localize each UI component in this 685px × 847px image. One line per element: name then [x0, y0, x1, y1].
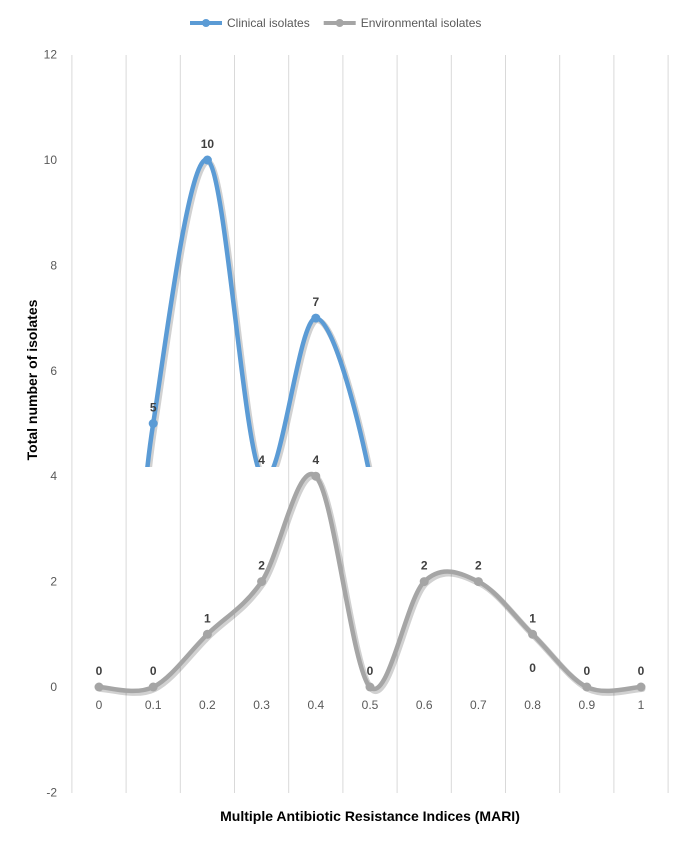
data-point: [365, 682, 375, 692]
x-tick-label: 0.1: [145, 698, 162, 712]
data-label: 10: [201, 137, 215, 151]
data-point: [202, 629, 212, 639]
data-label: 1: [204, 611, 211, 625]
data-point: [366, 472, 375, 481]
x-tick-label: 0.2: [199, 698, 216, 712]
x-tick-label: 0.3: [253, 698, 270, 712]
y-tick-label: 6: [50, 364, 57, 378]
y-tick-label: 2: [50, 575, 57, 589]
data-label: 5: [150, 401, 157, 415]
x-axis-title: Multiple Antibiotic Resistance Indices (…: [220, 808, 520, 824]
data-point: [311, 471, 321, 481]
data-point: [528, 629, 538, 639]
data-point: [419, 577, 429, 587]
x-tick-label: 0.5: [362, 698, 379, 712]
data-label: 4: [312, 453, 319, 467]
data-label: 0: [150, 664, 157, 678]
data-label: 2: [421, 559, 428, 573]
data-point: [257, 472, 266, 481]
legend-label: Clinical isolates: [227, 16, 310, 30]
y-tick-label: 4: [50, 469, 57, 483]
data-point: [636, 682, 646, 692]
x-tick-label: 0.8: [524, 698, 541, 712]
y-axis-ticks: -2 0 2 4 6 8 10 12: [44, 48, 58, 800]
y-axis-title: Total number of isolates: [24, 299, 40, 460]
x-tick-label: 0.9: [578, 698, 595, 712]
data-point: [148, 682, 158, 692]
series-lines: [94, 155, 646, 696]
data-label: 0: [96, 664, 103, 678]
legend: Clinical isolates Environmental isolates: [190, 16, 481, 30]
y-tick-label: 8: [50, 258, 57, 272]
data-point: [257, 577, 267, 587]
data-point: [148, 419, 158, 428]
series-clinical: [145, 155, 375, 481]
legend-marker: [202, 19, 210, 27]
data-label: 0: [583, 664, 590, 678]
series-environmental: [94, 471, 646, 696]
data-label: 0: [638, 664, 645, 678]
data-label: 0: [367, 664, 374, 678]
legend-label: Environmental isolates: [361, 16, 482, 30]
data-label: 1: [529, 611, 536, 625]
data-point: [311, 313, 321, 323]
data-point: [582, 682, 592, 692]
data-label: 4: [258, 453, 265, 467]
x-tick-label: 0: [96, 698, 103, 712]
data-point: [94, 682, 104, 692]
x-tick-label: 0.7: [470, 698, 487, 712]
data-point: [473, 577, 483, 587]
x-axis-ticks: 0 0.1 0.2 0.3 0.4 0.5 0.6 0.7 0.8 0.9 1: [96, 698, 645, 712]
legend-marker: [335, 19, 344, 27]
x-tick-label: 0.6: [416, 698, 433, 712]
data-label: 2: [258, 559, 265, 573]
data-label: 0: [529, 661, 536, 675]
gridlines: [71, 55, 669, 793]
x-tick-label: 1: [638, 698, 645, 712]
x-tick-label: 0.4: [307, 698, 324, 712]
data-point: [202, 155, 212, 165]
data-label: 7: [312, 295, 319, 309]
y-tick-label: 0: [50, 680, 57, 694]
y-tick-label: 12: [44, 48, 58, 62]
y-tick-label: -2: [46, 785, 57, 799]
y-tick-label: 10: [44, 153, 58, 167]
series-line: [145, 157, 371, 467]
data-label: 2: [475, 559, 482, 573]
